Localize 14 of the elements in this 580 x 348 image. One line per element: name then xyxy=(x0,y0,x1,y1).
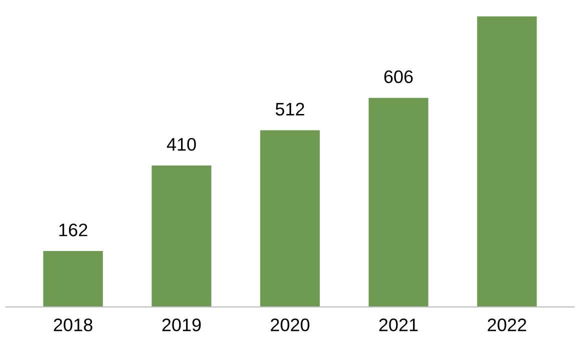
bar xyxy=(477,16,537,307)
x-tick-label: 2018 xyxy=(54,318,92,332)
bar xyxy=(368,98,428,307)
data-label: 606 xyxy=(384,70,413,84)
data-label: 512 xyxy=(276,102,304,116)
x-tick-label: 2022 xyxy=(488,318,526,332)
x-tick-label: 2019 xyxy=(162,318,201,332)
bar xyxy=(43,251,103,307)
bar xyxy=(152,165,212,307)
data-label: 162 xyxy=(59,224,88,236)
x-tick-label: 2020 xyxy=(270,318,310,332)
data-label: 410 xyxy=(166,138,196,151)
bar xyxy=(260,130,320,307)
x-tick-label: 2021 xyxy=(379,318,418,332)
